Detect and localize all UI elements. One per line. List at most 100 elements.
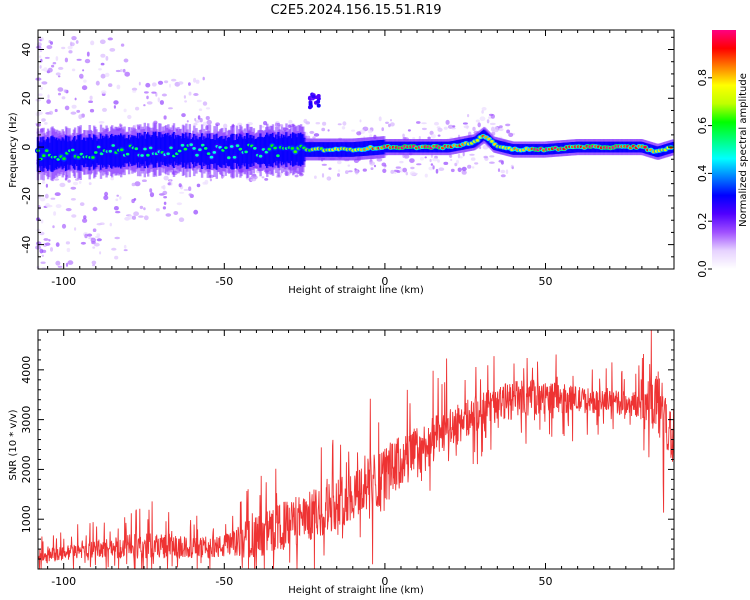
colorbar-tick-label: 0.4 <box>696 165 709 183</box>
spectrogram-speckle <box>46 45 53 50</box>
spectrogram-peak <box>94 151 98 154</box>
spectrogram-speckle <box>83 79 87 83</box>
spectrogram-speckle <box>402 167 408 173</box>
spectrogram-speckle <box>71 104 77 109</box>
spectrogram-speckle <box>40 219 44 224</box>
spectrogram-speckle <box>116 84 121 90</box>
spectrogram-speckle <box>48 239 51 242</box>
spectrogram-speckle <box>144 91 149 94</box>
spectrogram-speckle <box>100 90 107 94</box>
spectrogram-peak <box>276 154 280 158</box>
spectrogram-speckle <box>76 58 82 61</box>
spectrogram-speckle <box>115 198 119 202</box>
spectrogram-xtick-label: 50 <box>539 275 553 288</box>
spectrogram-spur <box>316 103 321 108</box>
spectrogram-speckle <box>443 161 449 165</box>
spectrogram-speckle <box>124 71 130 77</box>
spectrogram-speckle <box>193 122 198 126</box>
spectrogram-speckle <box>55 72 61 76</box>
spectrogram-speckle <box>65 262 69 267</box>
spectrogram-speckle <box>53 178 60 181</box>
spectrogram-speckle <box>75 40 79 44</box>
snr-ytick-label: 4000 <box>20 356 33 384</box>
spectrogram-speckle <box>498 125 503 129</box>
spectrogram-speckle <box>198 108 203 111</box>
spectrogram-speckle <box>70 42 75 47</box>
spectrogram-speckle <box>469 153 475 156</box>
spectrogram-speckle <box>48 110 54 115</box>
spectrogram-speckle <box>40 261 46 264</box>
spectrogram-speckle <box>155 208 160 212</box>
spectrogram-speckle <box>451 127 456 130</box>
spectrogram-speckle <box>173 211 179 215</box>
snr-xlabel: Height of straight line (km) <box>288 585 424 596</box>
spectrogram-peak <box>206 152 211 156</box>
spectrogram-peak <box>180 143 185 147</box>
spectrogram-speckle <box>500 169 506 174</box>
spectrogram-speckle <box>70 111 77 115</box>
spectrogram-speckle <box>57 87 64 92</box>
spectrogram-speckle <box>151 91 157 94</box>
spectrogram-xtick-label: -100 <box>51 275 76 288</box>
spectrogram-speckle <box>351 129 356 132</box>
spectrogram-speckle <box>44 193 49 199</box>
spectrogram-speckle <box>37 194 42 199</box>
spectrogram-speckle <box>467 164 472 169</box>
spectrogram-speckle <box>59 182 66 188</box>
spectrogram-speckle <box>50 41 53 45</box>
spectrogram-speckle <box>176 202 183 206</box>
spectrogram-speckle <box>79 73 84 79</box>
spectrogram-speckle <box>138 215 144 218</box>
spectrogram-speckle <box>86 51 90 57</box>
spectrogram-speckle <box>39 55 42 59</box>
spectrogram-speckle <box>461 166 467 172</box>
spectrogram-speckle <box>467 114 470 118</box>
spectrogram-speckle <box>424 156 427 159</box>
spectrogram-speckle <box>80 241 86 245</box>
spectrogram-speckle <box>362 168 367 172</box>
spectrogram-speckle <box>107 37 114 41</box>
spectrogram-speckle <box>122 68 126 73</box>
spectrogram-spur <box>308 105 312 110</box>
spectrogram-speckle <box>443 126 448 130</box>
spectrogram-speckle <box>430 154 433 159</box>
spectrogram-peak <box>76 155 81 159</box>
spectrogram-speckle <box>388 123 391 128</box>
spectrogram-speckle <box>188 193 193 196</box>
spectrogram-speckle <box>133 211 140 216</box>
spectrogram-peak <box>140 154 144 157</box>
spectrogram-ytick-label: 0 <box>20 144 33 151</box>
spectrogram-speckle <box>412 172 418 175</box>
spectrogram-speckle <box>67 179 71 183</box>
spectrogram-speckle <box>511 166 514 170</box>
spectrogram-speckle <box>132 90 137 93</box>
spectrogram-speckle <box>64 105 70 111</box>
spectrogram-speckle <box>342 121 347 126</box>
spectrogram-speckle <box>57 265 63 268</box>
spectrogram-speckle <box>488 113 494 116</box>
spectrogram-speckle <box>61 223 67 229</box>
spectrogram-speckle <box>65 208 72 212</box>
spectrogram-peak <box>42 154 46 158</box>
spectrogram-speckle <box>369 161 375 166</box>
spectrogram-speckle <box>498 159 504 163</box>
spectrogram-band <box>218 136 222 167</box>
spectrogram-speckle <box>399 160 404 164</box>
spectrogram-ylabel: Frequency (Hz) <box>8 112 19 188</box>
spectrogram-speckle <box>471 166 475 169</box>
spectrogram-speckle <box>354 169 359 175</box>
spectrogram-speckle <box>195 79 200 84</box>
spectrogram-speckle <box>39 38 42 42</box>
spectrogram-speckle <box>356 131 362 136</box>
spectrogram-speckle <box>47 67 53 73</box>
spectrogram-speckle <box>479 116 486 121</box>
spectrogram-speckle <box>87 233 93 237</box>
spectrogram-speckle <box>68 50 73 54</box>
spectrogram-speckle <box>92 228 97 232</box>
spectrogram-speckle <box>133 198 137 201</box>
spectrogram-speckle <box>376 158 383 162</box>
spectrogram-speckle <box>395 166 401 169</box>
spectrogram-peak <box>96 145 101 149</box>
spectrogram-peak <box>177 149 182 153</box>
spectrogram-speckle <box>169 83 171 88</box>
